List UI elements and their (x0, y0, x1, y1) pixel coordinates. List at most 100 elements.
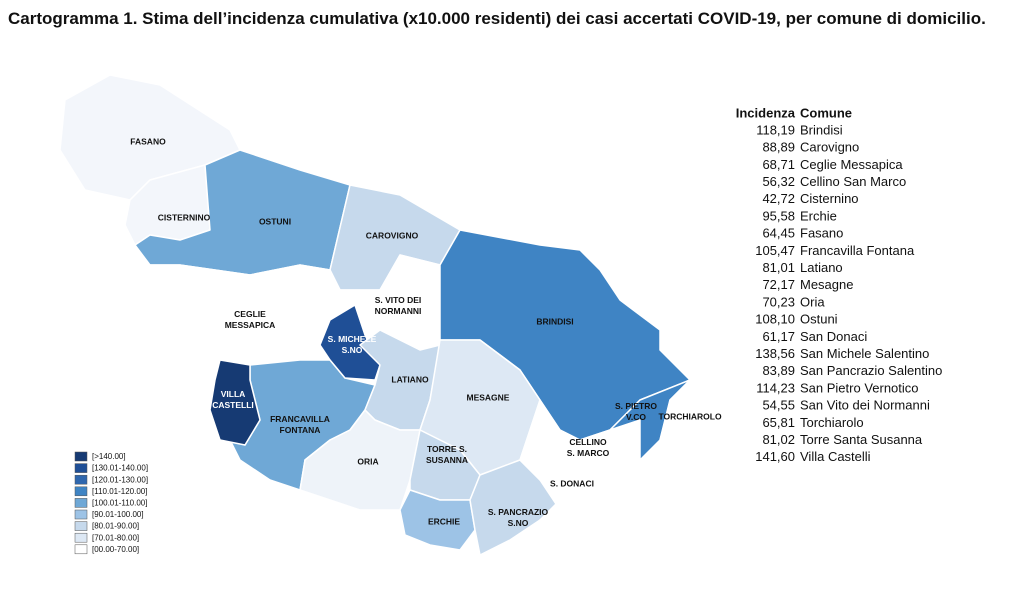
table-cell: Torchiarolo (800, 415, 864, 430)
table-cell: Latiano (800, 260, 843, 275)
map-label: VILLA (221, 389, 246, 399)
table-cell: Brindisi (800, 122, 843, 137)
legend-label: [120.01-130.00] (92, 475, 148, 484)
map-label: MESSAPICA (225, 320, 276, 330)
table-cell: Oria (800, 294, 825, 309)
legend-swatch (74, 521, 88, 531)
table-cell: 81,01 (762, 260, 795, 275)
map-label: TORCHIAROLO (658, 411, 722, 421)
map-label: BRINDISI (536, 316, 573, 326)
map-label: CELLINO (569, 437, 607, 447)
map-label: OSTUNI (259, 216, 291, 226)
map-label: S. PANCRAZIO (488, 507, 549, 517)
legend-label: [>140.00] (92, 452, 126, 461)
table-cell: 70,23 (762, 294, 795, 309)
legend-label: [90.01-100.00] (92, 510, 144, 519)
table-cell: Ceglie Messapica (800, 157, 903, 172)
map-label: S. PIETRO (615, 401, 657, 411)
table-cell: Mesagne (800, 277, 853, 292)
table-cell: 64,45 (762, 226, 795, 241)
table-cell: 95,58 (762, 208, 795, 223)
legend-label: [130.01-140.00] (92, 464, 148, 473)
table-cell: 83,89 (762, 363, 795, 378)
legend-swatch (74, 451, 88, 462)
table-cell: Erchie (800, 208, 837, 223)
map-label: NORMANNI (375, 306, 422, 316)
region (659, 379, 726, 451)
table-cell: Cellino San Marco (800, 174, 906, 189)
table: Incidenza Comune 118,19 Brindisi 88,89 Carovi… (736, 105, 943, 464)
table-cell: 72,17 (762, 277, 795, 292)
table-cell: 65,81 (762, 415, 795, 430)
legend-swatch (74, 532, 88, 543)
map-label: CISTERNINO (158, 212, 211, 222)
table-cell: Fasano (800, 226, 843, 241)
region (469, 459, 561, 556)
table-cell: 105,47 (755, 243, 795, 258)
legend-swatch (74, 544, 88, 555)
map-label: ERCHIE (428, 516, 460, 526)
table-cell: Cisternino (800, 191, 859, 206)
table-cell: 54,55 (762, 398, 795, 413)
municipalities (59, 74, 726, 556)
map-label: FRANCAVILLA (270, 414, 330, 424)
region (209, 359, 261, 446)
region (299, 409, 421, 511)
table-cell: 88,89 (762, 140, 795, 155)
table-cell: Villa Castelli (800, 449, 871, 464)
table-cell: San Michele Salentino (800, 346, 929, 361)
table-cell: 56,32 (762, 174, 795, 189)
table-cell: 68,71 (762, 157, 795, 172)
map-label: TORRE S. (427, 444, 467, 454)
table-header: Incidenza (736, 105, 796, 120)
legend-swatch (74, 509, 88, 520)
map-label: FASANO (130, 136, 166, 146)
table-cell: 61,17 (762, 329, 795, 344)
table-cell: San Pietro Vernotico (800, 380, 919, 395)
region (319, 304, 381, 381)
legend-swatch (74, 498, 88, 508)
map-label: LATIANO (391, 374, 429, 384)
table-cell: 42,72 (762, 191, 795, 206)
table-cell: 108,10 (755, 312, 795, 327)
map-label: S.NO (508, 518, 529, 528)
map-label: S. MICHELE (328, 334, 377, 344)
legend-label: [110.01-120.00] (92, 487, 147, 496)
table-cell: Ostuni (800, 312, 838, 327)
table-cell: San Pancrazio Salentino (800, 363, 942, 378)
legend-label: [00.00-70.00] (92, 545, 139, 554)
legend-label: [80.01-90.00] (92, 522, 139, 531)
map-label: S. MARCO (567, 448, 610, 458)
map-label: MESAGNE (467, 392, 510, 402)
map-label: CAROVIGNO (366, 230, 419, 240)
legend-label: [100.01-110.00] (92, 499, 147, 508)
table-cell: 138,56 (755, 346, 795, 361)
map-label: SUSANNA (426, 455, 468, 465)
table-cell: San Vito dei Normanni (800, 398, 930, 413)
table-header: Comune (800, 105, 852, 120)
table-cell: 81,02 (762, 432, 795, 447)
table-cell: Carovigno (800, 140, 859, 155)
map-label: V.CO (626, 412, 646, 422)
map-label: S. DONACI (550, 478, 594, 488)
table-cell: San Donaci (800, 329, 867, 344)
table-cell: 118,19 (756, 122, 795, 137)
legend: [>140.00] [130.01-140.00] [120.01-130.00] [… (74, 451, 148, 555)
legend-swatch (74, 486, 88, 497)
map-label: CEGLIE (234, 309, 266, 319)
map-label: S. VITO DEI (375, 295, 422, 305)
map-label: S.NO (342, 345, 363, 355)
title: Cartogramma 1. Stima dell’incidenza cumu… (8, 9, 986, 28)
table-cell: 114,23 (756, 380, 795, 395)
table-cell: 141,60 (755, 449, 795, 464)
legend-swatch (74, 463, 88, 473)
table-cell: Torre Santa Susanna (800, 432, 923, 447)
map-label: CASTELLI (212, 400, 254, 410)
legend-swatch (74, 474, 88, 485)
legend-label: [70.01-80.00] (92, 533, 139, 542)
map-label: FONTANA (280, 425, 321, 435)
table-cell: Francavilla Fontana (800, 243, 915, 258)
